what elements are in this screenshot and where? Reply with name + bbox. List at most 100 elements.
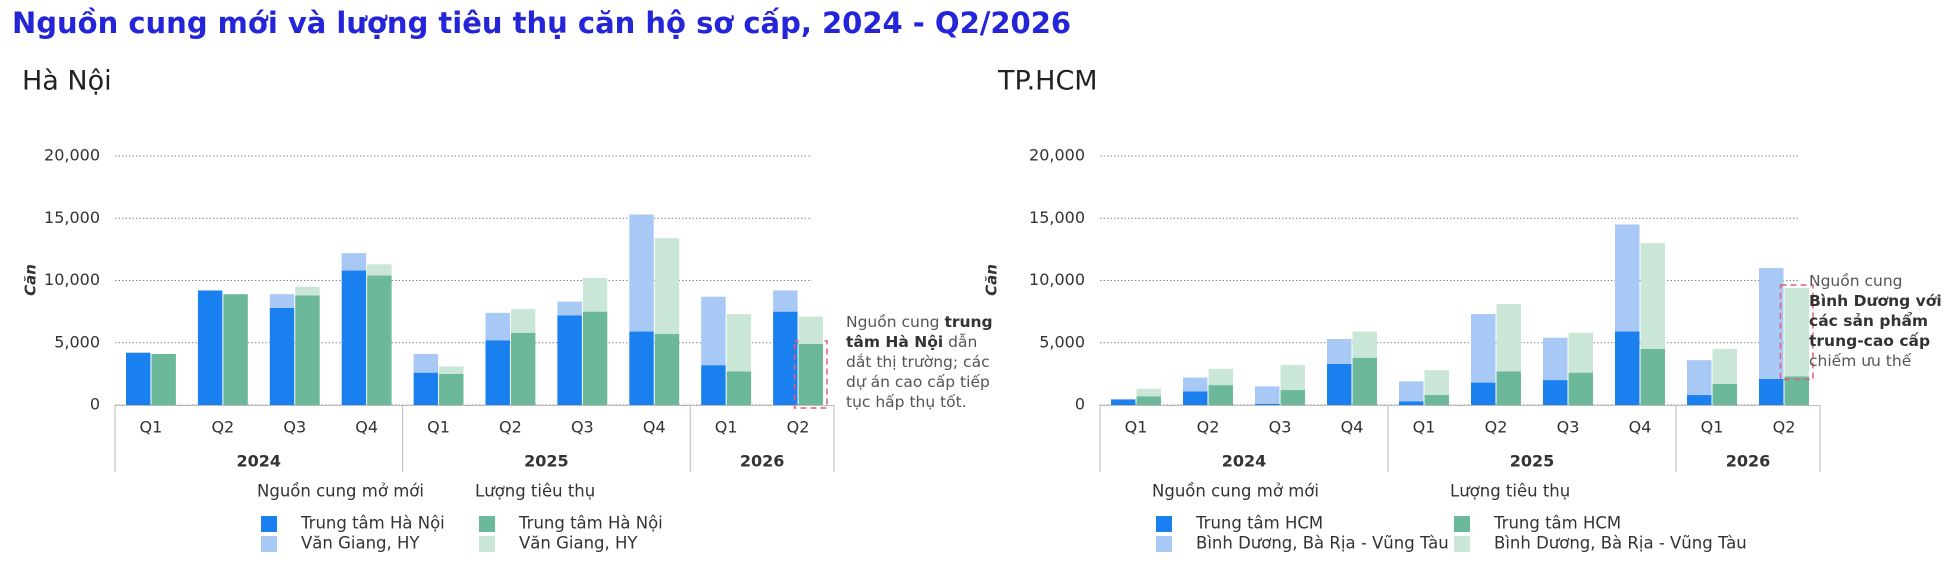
x-tick-label: Q1 xyxy=(1125,418,1148,437)
legend-label: Trung tâm Hà Nội xyxy=(300,514,445,533)
x-tick-label: Q1 xyxy=(140,418,163,437)
bar-segment xyxy=(582,278,608,312)
bar-segment xyxy=(1471,314,1496,383)
x-tick-label: Q3 xyxy=(1269,418,1292,437)
legend-swatch xyxy=(1454,536,1470,552)
bar-segment xyxy=(1471,382,1496,405)
legend-label: Trung tâm Hà Nội xyxy=(518,514,663,533)
bar-segment xyxy=(701,296,726,366)
bar-segment xyxy=(1784,376,1809,405)
y-tick-label: 15,000 xyxy=(44,208,100,227)
group-label: 2024 xyxy=(237,452,282,471)
chart-title: Hà Nội xyxy=(22,66,112,97)
bar-segment xyxy=(126,352,151,405)
bar-segment xyxy=(1399,381,1424,402)
y-axis-label: Căn xyxy=(983,264,1001,296)
x-tick-label: Q2 xyxy=(211,418,234,437)
legend-label: Văn Giang, HY xyxy=(301,534,420,553)
x-tick-label: Q4 xyxy=(1341,418,1364,437)
bar-segment xyxy=(1183,391,1208,405)
bar-segment xyxy=(485,340,510,405)
x-tick-label: Q1 xyxy=(1701,418,1724,437)
x-tick-label: Q4 xyxy=(643,418,666,437)
annotation-text: Nguồn cung xyxy=(1809,272,1903,290)
y-tick-label: 15,000 xyxy=(1029,208,1085,227)
y-tick-label: 10,000 xyxy=(44,270,100,289)
bar-segment xyxy=(557,301,582,316)
x-tick-label: Q2 xyxy=(1773,418,1796,437)
bar-segment xyxy=(510,332,536,405)
bar-segment xyxy=(1615,331,1640,405)
bar-segment xyxy=(413,353,439,373)
bar-segment xyxy=(1255,403,1280,405)
bar-segment xyxy=(439,366,464,374)
bar-segment xyxy=(1784,287,1809,377)
annotation: Nguồn cung trung tâm Hà Nội dẫn dắt thị … xyxy=(846,312,996,412)
legend-label: Trung tâm HCM xyxy=(1493,514,1621,533)
group-label: 2025 xyxy=(524,452,569,471)
bar-segment xyxy=(701,365,726,405)
bar-segment xyxy=(629,331,654,405)
legend-swatch xyxy=(261,536,277,552)
bar-segment xyxy=(582,311,608,405)
bar-segment xyxy=(1424,370,1449,396)
bar-segment xyxy=(151,353,176,405)
legend-label: Bình Dương, Bà Rịa - Vũng Tàu xyxy=(1494,534,1747,553)
bar-segment xyxy=(1352,357,1377,405)
bar-segment xyxy=(726,314,752,372)
bar-segment xyxy=(1496,304,1521,372)
bar-segment xyxy=(1543,337,1568,381)
y-tick-label: 0 xyxy=(90,395,100,414)
bar-segment xyxy=(1759,378,1784,405)
bar-segment xyxy=(295,286,320,296)
legend-label: Trung tâm HCM xyxy=(1195,514,1323,533)
bar-segment xyxy=(1568,372,1593,405)
x-tick-label: Q1 xyxy=(427,418,450,437)
bar-segment xyxy=(1399,401,1424,405)
bar-segment xyxy=(654,238,680,335)
legend-title: Lượng tiêu thụ xyxy=(475,482,595,501)
bar-segment xyxy=(1687,360,1712,396)
bar-segment xyxy=(1136,396,1161,405)
legend-title: Lượng tiêu thụ xyxy=(1450,482,1570,501)
bar-segment xyxy=(1280,390,1305,405)
group-label: 2026 xyxy=(740,452,785,471)
bar-segment xyxy=(269,307,295,405)
bar-segment xyxy=(341,270,367,405)
legend-swatch xyxy=(261,516,277,532)
bar-segment xyxy=(1687,395,1712,405)
legend-title: Nguồn cung mở mới xyxy=(1152,482,1319,501)
x-tick-label: Q3 xyxy=(1557,418,1580,437)
y-tick-label: 0 xyxy=(1075,395,1085,414)
bar-segment xyxy=(1111,399,1136,405)
group-label: 2024 xyxy=(1222,452,1267,471)
legend-swatch xyxy=(479,536,495,552)
bar-segment xyxy=(1280,365,1305,391)
bar-segment xyxy=(1640,348,1665,405)
highlight-box xyxy=(793,340,828,409)
annotation: Nguồn cung Bình Dương với các sản phẩm t… xyxy=(1809,271,1945,371)
x-tick-label: Q1 xyxy=(715,418,738,437)
x-tick-label: Q4 xyxy=(1629,418,1652,437)
bar-segment xyxy=(773,290,798,312)
bar-segment xyxy=(629,214,654,332)
page-title: Nguồn cung mới và lượng tiêu thụ căn hộ … xyxy=(12,6,1071,40)
bar-segment xyxy=(1543,380,1568,405)
bar-segment xyxy=(1424,395,1449,405)
bar-segment xyxy=(1136,388,1161,397)
legend-swatch xyxy=(479,516,495,532)
bar-segment xyxy=(557,315,582,405)
bar-segment xyxy=(1712,383,1737,405)
annotation-text: Nguồn cung xyxy=(846,313,945,331)
legend-label: Bình Dương, Bà Rịa - Vũng Tàu xyxy=(1196,534,1449,553)
chart-title: TP.HCM xyxy=(997,66,1098,97)
bar-segment xyxy=(341,253,367,271)
bar-segment xyxy=(1712,348,1737,384)
x-tick-label: Q2 xyxy=(499,418,522,437)
bar-segment xyxy=(197,290,223,405)
bar-segment xyxy=(1759,268,1784,379)
bar-segment xyxy=(1255,386,1280,404)
x-tick-label: Q2 xyxy=(1485,418,1508,437)
